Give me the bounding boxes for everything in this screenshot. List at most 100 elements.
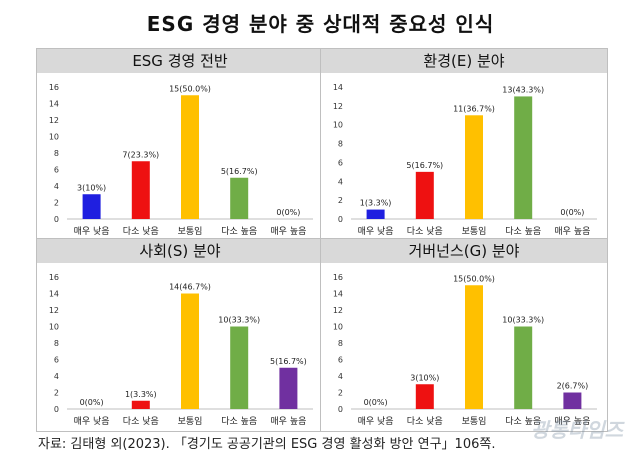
y-tick-label: 2 bbox=[338, 389, 343, 398]
y-tick-label: 2 bbox=[54, 199, 59, 208]
y-tick-label: 0 bbox=[338, 215, 343, 224]
data-label: 10(33.3%) bbox=[502, 316, 544, 325]
data-label: 7(23.3%) bbox=[122, 150, 159, 159]
y-tick-label: 10 bbox=[333, 121, 343, 130]
y-tick-label: 16 bbox=[49, 83, 59, 92]
y-tick-label: 12 bbox=[333, 306, 343, 315]
y-tick-label: 8 bbox=[54, 339, 59, 348]
y-tick-label: 8 bbox=[338, 140, 343, 149]
x-tick-label: 다소 낮음 bbox=[123, 416, 159, 427]
bar-chart-overall: 0 2 4 6 8 10 12 14 16 3(10%) 매우 낮음 7(23.3%) 다소 낮음 15(… bbox=[49, 83, 313, 237]
x-tick-label: 보통임 bbox=[178, 415, 203, 427]
x-tick-label: 매우 낮음 bbox=[74, 416, 110, 427]
data-label: 3(10%) bbox=[410, 373, 439, 382]
bar bbox=[514, 326, 533, 409]
bar bbox=[366, 209, 385, 219]
bar bbox=[82, 194, 101, 219]
chart-title: 거버넌스(G) 분야 bbox=[321, 239, 607, 263]
x-tick-label: 매우 낮음 bbox=[74, 226, 110, 237]
y-tick-label: 12 bbox=[333, 102, 343, 111]
x-tick-label: 매우 낮음 bbox=[358, 416, 394, 427]
y-tick-label: 4 bbox=[54, 182, 59, 191]
x-tick-label: 다소 낮음 bbox=[407, 226, 443, 237]
bar bbox=[230, 177, 249, 219]
page-title: ESG 경영 분야 중 상대적 중요성 인식 bbox=[146, 12, 495, 36]
data-label: 5(16.7%) bbox=[270, 357, 307, 366]
y-tick-label: 10 bbox=[49, 133, 59, 142]
bar bbox=[465, 285, 483, 409]
data-label: 5(16.7%) bbox=[406, 161, 443, 170]
y-tick-label: 2 bbox=[54, 389, 59, 398]
y-tick-label: 4 bbox=[338, 372, 343, 381]
bar-chart-governance: 0 2 4 6 8 10 12 14 16 0(0%) 매우 낮음 3(10%) 다소 낮음 15(50.… bbox=[333, 273, 597, 427]
y-tick-label: 10 bbox=[49, 323, 59, 332]
x-tick-label: 다소 낮음 bbox=[407, 416, 443, 427]
y-tick-label: 8 bbox=[338, 339, 343, 348]
bar-chart-social: 0 2 4 6 8 10 12 14 16 0(0%) 매우 낮음 1(3.3%) 다소 낮음 14(46… bbox=[49, 273, 313, 427]
data-label: 3(10%) bbox=[77, 183, 106, 192]
x-tick-label: 다소 높음 bbox=[505, 226, 541, 237]
data-label: 11(36.7%) bbox=[453, 104, 495, 113]
chart-panel-social: 사회(S) 분야 0 2 4 6 8 10 12 14 16 0(0%) 매우 낮음 1(3.3%) 다… bbox=[36, 238, 324, 432]
bar bbox=[279, 367, 298, 409]
x-tick-label: 보통임 bbox=[462, 415, 487, 427]
data-label: 14(46.7%) bbox=[169, 283, 211, 292]
y-tick-label: 10 bbox=[333, 323, 343, 332]
chart-title: 환경(E) 분야 bbox=[321, 49, 607, 73]
bar bbox=[415, 171, 434, 219]
chart-panel-environment: 환경(E) 분야 0 2 4 6 8 10 12 14 1(3.3%) 매우 낮음 5(16.7%)… bbox=[320, 48, 608, 242]
x-tick-label: 보통임 bbox=[462, 225, 487, 237]
bar bbox=[563, 392, 582, 409]
data-label: 10(33.3%) bbox=[218, 316, 260, 325]
y-tick-label: 12 bbox=[49, 116, 59, 125]
y-tick-label: 16 bbox=[333, 273, 343, 282]
data-label: 15(50.0%) bbox=[169, 84, 211, 93]
y-tick-label: 6 bbox=[54, 166, 59, 175]
bar bbox=[181, 95, 199, 219]
x-tick-label: 매우 높음 bbox=[270, 226, 306, 237]
y-tick-label: 14 bbox=[333, 83, 343, 92]
y-tick-label: 0 bbox=[54, 215, 59, 224]
chart-panel-governance: 거버넌스(G) 분야 0 2 4 6 8 10 12 14 16 0(0%) 매우 낮음 3(10%)… bbox=[320, 238, 608, 432]
data-label: 2(6.7%) bbox=[557, 382, 589, 391]
y-tick-label: 4 bbox=[54, 372, 59, 381]
data-label: 5(16.7%) bbox=[221, 167, 258, 176]
data-label: 13(43.3%) bbox=[502, 85, 544, 94]
y-tick-label: 6 bbox=[338, 158, 343, 167]
bar bbox=[415, 384, 434, 409]
data-label: 0(0%) bbox=[364, 398, 388, 407]
x-tick-label: 매우 높음 bbox=[270, 416, 306, 427]
y-tick-label: 0 bbox=[54, 405, 59, 414]
data-label: 15(50.0%) bbox=[453, 274, 495, 283]
bar-chart-environment: 0 2 4 6 8 10 12 14 1(3.3%) 매우 낮음 5(16.7%) 다소 낮음 11(3… bbox=[333, 83, 597, 237]
chart-panel-overall: ESG 경영 전반 0 2 4 6 8 10 12 14 16 3(10%) 매우 낮음 7(23.3… bbox=[36, 48, 324, 242]
y-tick-label: 6 bbox=[338, 356, 343, 365]
x-tick-label: 다소 높음 bbox=[505, 416, 541, 427]
y-tick-label: 16 bbox=[49, 273, 59, 282]
chart-title: ESG 경영 전반 bbox=[37, 49, 323, 73]
data-label: 0(0%) bbox=[276, 208, 300, 217]
watermark-logo: 광통타임즈 bbox=[531, 418, 623, 442]
source-caption: 자료: 김태형 외(2023). 「경기도 공공기관의 ESG 경영 활성화 방… bbox=[38, 437, 496, 452]
bar bbox=[181, 293, 199, 409]
bar bbox=[131, 400, 150, 409]
bar bbox=[230, 326, 249, 409]
x-tick-label: 다소 낮음 bbox=[123, 226, 159, 237]
data-label: 1(3.3%) bbox=[360, 199, 392, 208]
bar bbox=[131, 161, 150, 219]
y-tick-label: 14 bbox=[49, 290, 59, 299]
y-tick-label: 8 bbox=[54, 149, 59, 158]
y-tick-label: 2 bbox=[338, 196, 343, 205]
y-tick-label: 4 bbox=[338, 177, 343, 186]
y-tick-label: 14 bbox=[49, 100, 59, 109]
y-tick-label: 0 bbox=[338, 405, 343, 414]
y-tick-label: 12 bbox=[49, 306, 59, 315]
y-tick-label: 14 bbox=[333, 290, 343, 299]
y-tick-label: 6 bbox=[54, 356, 59, 365]
data-label: 1(3.3%) bbox=[125, 390, 157, 399]
x-tick-label: 다소 높음 bbox=[221, 416, 257, 427]
bar bbox=[465, 115, 483, 219]
data-label: 0(0%) bbox=[560, 208, 584, 217]
x-tick-label: 매우 낮음 bbox=[358, 226, 394, 237]
data-label: 0(0%) bbox=[80, 398, 104, 407]
